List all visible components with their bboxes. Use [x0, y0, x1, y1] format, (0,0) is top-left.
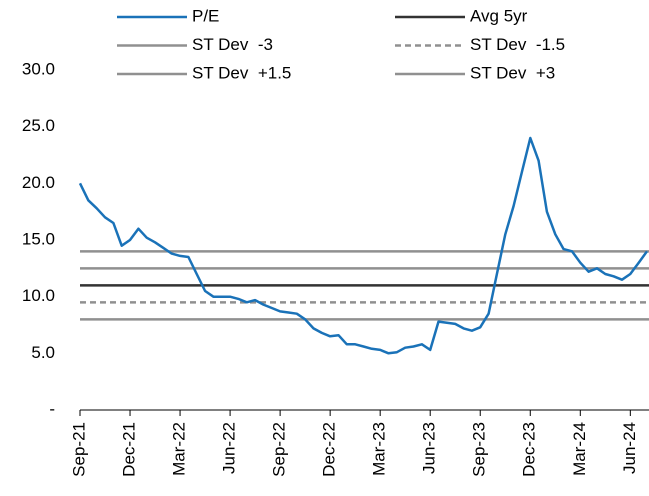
y-tick-label: 5.0 [31, 343, 55, 362]
legend-label: ST Dev -3 [192, 35, 273, 54]
y-tick-label: 30.0 [22, 59, 55, 78]
legend-label: ST Dev +3 [470, 63, 555, 82]
x-tick-label: Dec-22 [320, 422, 339, 477]
x-tick-label: Dec-21 [120, 422, 139, 477]
x-tick-label: Jun-23 [420, 422, 439, 474]
y-tick-label: 10.0 [22, 286, 55, 305]
legend-label: ST Dev -1.5 [470, 35, 565, 54]
pe-line [78, 136, 649, 355]
x-tick-label: Mar-24 [570, 422, 589, 476]
legend-label: P/E [192, 6, 219, 25]
x-tick-label: Mar-23 [370, 422, 389, 476]
x-tick-label: Sep-21 [69, 422, 88, 477]
legend-label: ST Dev +1.5 [192, 63, 291, 82]
x-tick-label: Mar-22 [170, 422, 189, 476]
legend-label: Avg 5yr [470, 6, 528, 25]
y-tick-label: 25.0 [22, 116, 55, 135]
x-tick-label: Dec-23 [520, 422, 539, 477]
x-tick-label: Jun-24 [620, 422, 639, 474]
x-tick-label: Sep-22 [270, 422, 289, 477]
y-tick-label: - [49, 399, 55, 418]
y-tick-label: 20.0 [22, 173, 55, 192]
x-tick-label: Jun-22 [220, 422, 239, 474]
x-tick-label: Sep-23 [470, 422, 489, 477]
y-tick-label: 15.0 [22, 229, 55, 248]
